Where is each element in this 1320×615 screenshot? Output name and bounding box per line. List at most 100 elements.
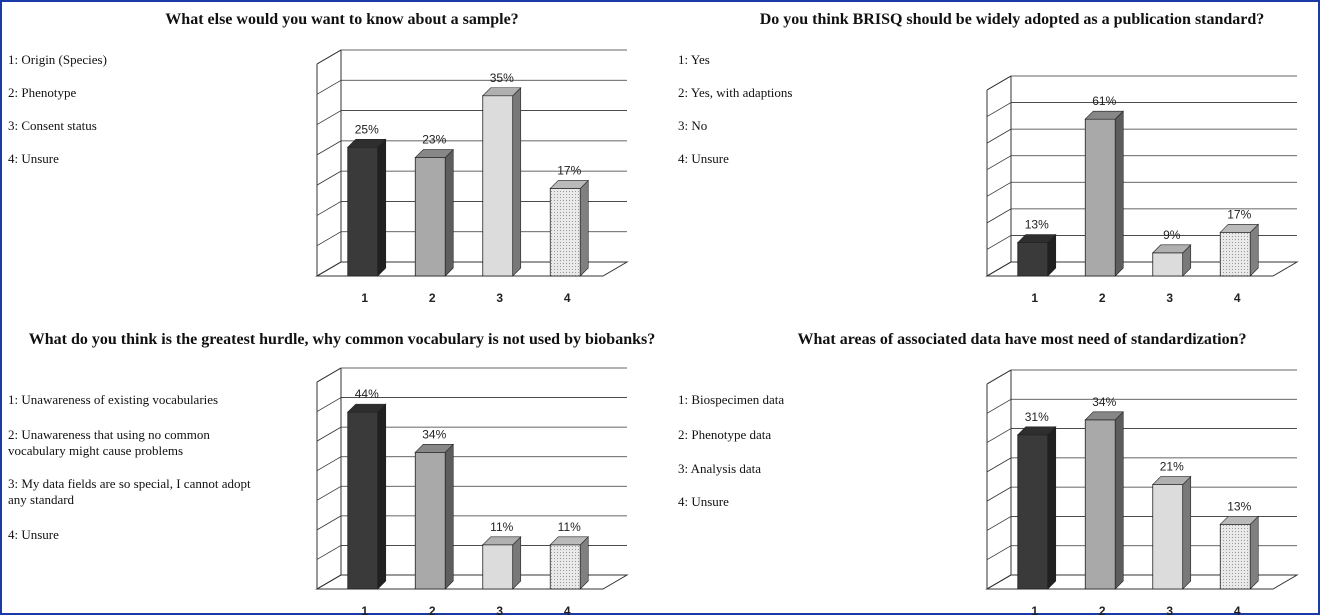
gridline bbox=[986, 486, 1012, 502]
bar-side bbox=[444, 148, 454, 277]
gridline bbox=[316, 515, 342, 531]
bar-side bbox=[512, 536, 522, 590]
bar-side bbox=[377, 138, 387, 277]
bar-front bbox=[414, 451, 446, 590]
data-label: 35% bbox=[490, 71, 514, 85]
gridline bbox=[986, 181, 1012, 197]
data-label: 31% bbox=[1025, 410, 1049, 424]
gridline bbox=[316, 201, 342, 216]
bar-front bbox=[414, 157, 446, 277]
bar-front bbox=[1219, 231, 1251, 277]
bar-top bbox=[482, 87, 522, 97]
gridline bbox=[986, 102, 1012, 117]
chart-panel-2: Do you think BRISQ should be widely adop… bbox=[662, 2, 1318, 312]
x-tick-label: 4 bbox=[1234, 604, 1241, 615]
x-tick-label: 3 bbox=[496, 604, 503, 615]
bar-front bbox=[1017, 242, 1049, 277]
bar-top bbox=[347, 403, 387, 413]
bar-side bbox=[377, 403, 387, 590]
data-label: 34% bbox=[1092, 395, 1116, 409]
legend-item: 1: Origin (Species) bbox=[8, 52, 107, 67]
bar-side bbox=[1182, 475, 1192, 590]
bar-front bbox=[347, 411, 379, 590]
bar-chart: 31% 1 34% 2 21% 3 13% 4 bbox=[985, 369, 1299, 615]
bar-front bbox=[482, 95, 514, 277]
legend-item: 2: Phenotype data bbox=[678, 427, 772, 442]
x-tick-label: 2 bbox=[1099, 291, 1106, 305]
legend-item: 2: Unawareness that using no common voca… bbox=[8, 427, 210, 458]
legend-item: 3: My data fields are so special, I cann… bbox=[8, 476, 251, 507]
bar-top bbox=[1219, 516, 1259, 525]
chart-panel-4: What areas of associated data have most … bbox=[662, 312, 1318, 615]
gridline bbox=[986, 155, 1012, 171]
gridline bbox=[316, 140, 342, 156]
bar-front bbox=[549, 544, 581, 590]
x-tick-label: 1 bbox=[361, 291, 368, 305]
bar-top bbox=[1152, 476, 1192, 485]
legend-item: 4: Unsure bbox=[8, 527, 59, 542]
data-label: 34% bbox=[422, 427, 446, 441]
bar-2 bbox=[1084, 411, 1124, 590]
gridline bbox=[986, 75, 1012, 91]
gridline bbox=[986, 457, 1012, 473]
legend-item: 1: Biospecimen data bbox=[678, 392, 785, 407]
bar-top bbox=[1084, 411, 1124, 421]
bar-side bbox=[1114, 411, 1124, 590]
bar-chart: 13% 1 61% 2 9% 3 17% 4 bbox=[985, 75, 1299, 305]
legend-item: 1: Yes bbox=[678, 52, 710, 67]
bar-side bbox=[444, 443, 454, 590]
bar-top bbox=[414, 149, 454, 158]
bar-chart: 25% 1 23% 2 35% 3 17% 4 bbox=[315, 49, 629, 305]
data-label: 9% bbox=[1163, 228, 1181, 242]
gridline bbox=[316, 231, 342, 247]
bar-top bbox=[347, 138, 387, 148]
bar-top bbox=[1017, 234, 1057, 243]
bar-1 bbox=[1017, 426, 1057, 590]
gridline bbox=[316, 49, 342, 65]
gridline bbox=[316, 170, 342, 186]
data-label: 61% bbox=[1092, 94, 1116, 108]
bar-front bbox=[482, 544, 514, 590]
bar-chart: 44% 1 34% 2 11% 3 11% 4 bbox=[315, 367, 629, 615]
legend-item: 4: Unsure bbox=[678, 151, 729, 166]
data-label: 25% bbox=[355, 122, 379, 136]
chart-panel-1: What else would you want to know about a… bbox=[2, 2, 662, 312]
gridline bbox=[316, 545, 342, 560]
x-tick-label: 3 bbox=[1166, 604, 1173, 615]
bar-side bbox=[579, 536, 589, 590]
chart-title: Do you think BRISQ should be widely adop… bbox=[759, 11, 1265, 28]
bar-top bbox=[1152, 244, 1192, 254]
gridline bbox=[986, 545, 1012, 561]
gridline bbox=[316, 110, 342, 125]
bar-3 bbox=[1152, 475, 1192, 590]
gridline bbox=[986, 208, 1012, 224]
bar-side bbox=[1249, 515, 1259, 590]
bar-top bbox=[549, 180, 589, 189]
bar-top bbox=[1084, 110, 1124, 120]
gridline bbox=[316, 426, 342, 442]
bar-1 bbox=[347, 403, 387, 590]
chart-panel-3: What do you think is the greatest hurdle… bbox=[2, 312, 662, 615]
gridline bbox=[316, 397, 342, 412]
bar-4 bbox=[1219, 223, 1259, 277]
x-tick-label: 2 bbox=[1099, 604, 1106, 615]
legend-item: 3: Analysis data bbox=[678, 461, 762, 476]
bar-1 bbox=[1017, 233, 1057, 277]
gridline bbox=[986, 516, 1012, 531]
bar-2 bbox=[414, 148, 454, 277]
bar-front bbox=[347, 146, 379, 277]
gridline bbox=[986, 235, 1012, 250]
bar-front bbox=[1084, 419, 1116, 590]
gridline bbox=[316, 367, 342, 383]
chart-title: What areas of associated data have most … bbox=[797, 331, 1247, 348]
bar-side bbox=[1047, 426, 1057, 590]
bar-top bbox=[414, 444, 454, 453]
bar-side bbox=[579, 179, 589, 277]
bar-top bbox=[549, 536, 589, 546]
x-tick-label: 4 bbox=[564, 291, 571, 305]
data-label: 17% bbox=[557, 163, 581, 177]
bar-4 bbox=[549, 179, 589, 277]
bar-1 bbox=[347, 138, 387, 277]
legend-item: 4: Unsure bbox=[8, 151, 59, 166]
data-label: 13% bbox=[1025, 218, 1049, 232]
